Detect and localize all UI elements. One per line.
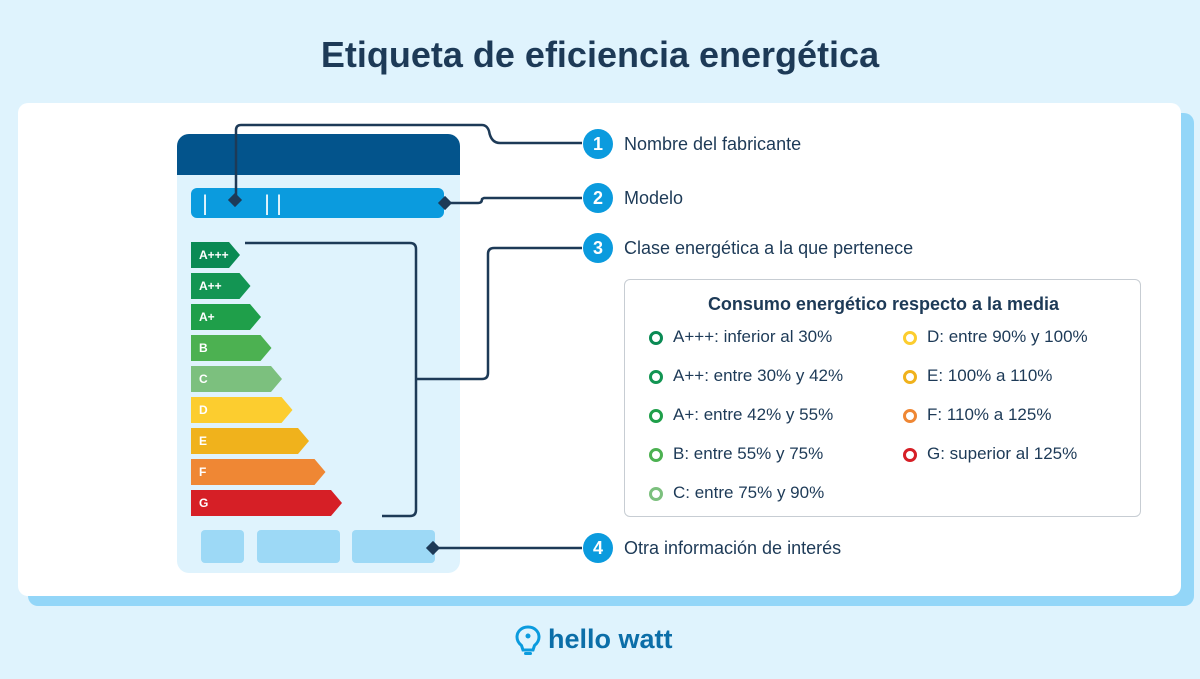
energy-class-bar-e — [191, 428, 309, 454]
consumption-legend: Consumo energético respecto a la media A… — [624, 279, 1141, 517]
energy-class-bar-c — [191, 366, 282, 392]
info-box-2 — [257, 530, 340, 563]
energy-class-label: F — [199, 465, 207, 479]
energy-class-label: D — [199, 403, 208, 417]
energy-class-label: A+++ — [199, 248, 229, 262]
energy-class-label: E — [199, 434, 208, 448]
model-code-right: || — [261, 191, 286, 215]
info-box-1 — [201, 530, 244, 563]
legend-title: Consumo energético respecto a la media — [707, 294, 1060, 314]
class-dot-icon — [649, 448, 663, 462]
connector-1 — [234, 123, 582, 200]
energy-class-bar-f — [191, 459, 326, 485]
callout-number-3: 3 — [583, 233, 613, 263]
brand-name: hello watt — [548, 624, 673, 654]
class-dot-icon — [903, 409, 917, 423]
energy-class-bar-b — [191, 335, 272, 361]
callout-other-info: Otra información de interés — [624, 538, 842, 558]
class-dot-icon — [649, 487, 663, 501]
energy-class-bar-aplus — [191, 304, 261, 330]
connector-1-marker — [227, 192, 243, 208]
energy-class-label: G — [199, 496, 209, 510]
connector-2 — [446, 196, 582, 205]
page-title: Etiqueta de eficiencia energética — [320, 34, 880, 75]
connector-2-marker — [437, 195, 453, 211]
energy-class-bar-aplusplus — [191, 273, 251, 299]
connector-4-marker — [425, 540, 441, 556]
energy-class-label: A++ — [199, 279, 222, 293]
model-code-left: | — [199, 191, 212, 215]
manufacturer-header — [177, 134, 460, 175]
callout-energy-class: Clase energética a la que pertenece — [624, 238, 914, 258]
class-dot-icon — [649, 331, 663, 345]
info-box-3 — [352, 530, 435, 563]
class-dot-icon — [903, 331, 917, 345]
callout-number-1: 1 — [583, 129, 613, 159]
energy-class-label: A+ — [199, 310, 215, 324]
energy-class-bar-d — [191, 397, 293, 423]
energy-class-label: B — [199, 341, 208, 355]
callout-number-4: 4 — [583, 533, 613, 563]
callout-model: Modelo — [624, 188, 684, 208]
class-dot-icon — [649, 409, 663, 423]
lightbulb-icon — [515, 625, 541, 655]
energy-class-label: C — [199, 372, 208, 386]
callout-manufacturer: Nombre del fabricante — [624, 134, 802, 154]
connector-3-branch — [416, 246, 582, 381]
energy-class-bar-aplusplusplus — [191, 242, 240, 268]
class-dot-icon — [903, 370, 917, 384]
class-dot-icon — [903, 448, 917, 462]
brand-logo: hello watt — [514, 624, 673, 658]
energy-class-bar-g — [191, 490, 342, 516]
class-dot-icon — [649, 370, 663, 384]
callout-number-2: 2 — [583, 183, 613, 213]
